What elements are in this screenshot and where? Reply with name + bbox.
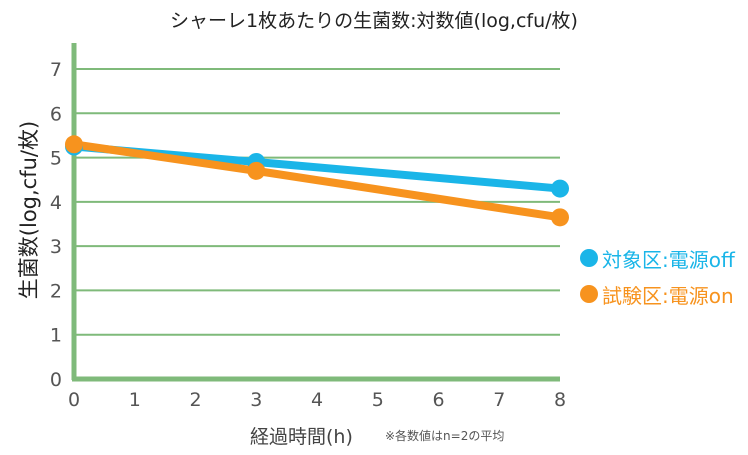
x-tick-label-6: 6 <box>432 389 444 411</box>
x-tick-label-1: 1 <box>129 389 141 411</box>
x-tick-label-7: 7 <box>493 389 505 411</box>
legend: 対象区:電源off 試験区:電源on <box>580 245 735 317</box>
data-point-1-1 <box>247 161 266 180</box>
y-tick-label-0: 0 <box>50 369 62 391</box>
legend-marker-on <box>580 285 598 303</box>
y-tick-label-7: 7 <box>50 59 62 81</box>
footnote: ※各数値はn=2の平均 <box>385 429 505 443</box>
y-tick-label-4: 4 <box>50 192 62 214</box>
legend-item-on: 試験区:電源on <box>580 281 735 308</box>
legend-label-on: 試験区:電源on <box>602 283 734 308</box>
x-tick-label-4: 4 <box>311 389 323 411</box>
x-tick-label-3: 3 <box>250 389 262 411</box>
y-tick-label-1: 1 <box>50 325 62 347</box>
x-tick-label-8: 8 <box>554 389 566 411</box>
x-tick-label-5: 5 <box>372 389 384 411</box>
x-tick-label-2: 2 <box>189 389 201 411</box>
legend-marker-off <box>580 249 598 267</box>
legend-label-off: 対象区:電源off <box>602 247 735 272</box>
legend-item-off: 対象区:電源off <box>580 245 735 272</box>
y-tick-label-2: 2 <box>50 280 62 302</box>
y-tick-label-6: 6 <box>50 103 62 125</box>
data-point-1-0 <box>65 135 83 154</box>
chart-title: シャーレ1枚あたりの生菌数:対数値(log,cfu/枚) <box>170 10 578 32</box>
y-axis-label: 生菌数(log,cfu/枚) <box>17 120 41 300</box>
x-axis-label: 経過時間(h) <box>250 426 353 448</box>
data-point-1-2 <box>551 208 569 227</box>
y-tick-label-5: 5 <box>50 148 62 170</box>
x-tick-label-0: 0 <box>68 389 80 411</box>
y-tick-label-3: 3 <box>50 236 62 258</box>
data-point-0-2 <box>551 179 569 198</box>
